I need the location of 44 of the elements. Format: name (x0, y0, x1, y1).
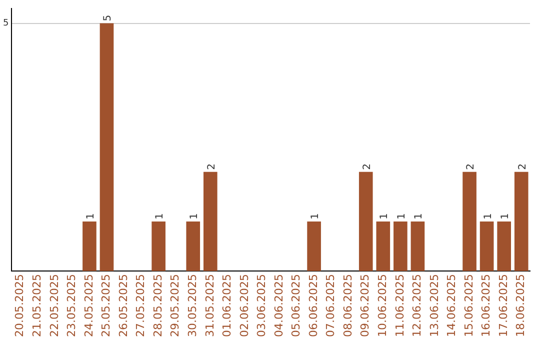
x-tick-label: 13.06.2025 (428, 274, 441, 338)
x-tick-label: 10.06.2025 (376, 274, 390, 338)
x-tick-label: 07.06.2025 (324, 274, 338, 338)
x-tick-label: 15.06.2025 (462, 274, 476, 338)
x-tick-label: 06.06.2025 (306, 274, 320, 338)
x-tick-label: 17.06.2025 (496, 274, 510, 338)
x-tick-label: 09.06.2025 (358, 274, 372, 338)
x-tick-label: 24.05.2025 (82, 274, 96, 338)
x-tick-label: 30.05.2025 (186, 274, 199, 338)
data-label: 2 (517, 164, 528, 170)
x-tick-label: 31.05.2025 (203, 274, 216, 338)
data-label: 1 (396, 213, 408, 220)
data-label: 2 (466, 164, 477, 170)
x-tick-label: 18.06.2025 (514, 274, 528, 338)
x-tick-label: 12.06.2025 (410, 274, 424, 338)
data-label: 1 (379, 213, 390, 220)
x-tick-label: 21.05.2025 (30, 274, 44, 338)
data-label: 1 (414, 213, 425, 220)
x-tick-label: 08.06.2025 (341, 274, 354, 338)
x-tick-label: 01.06.2025 (220, 274, 234, 338)
data-label: 1 (500, 213, 512, 220)
x-tick-label: 23.05.2025 (65, 274, 78, 338)
data-label: 1 (85, 213, 96, 220)
x-tick-label: 16.06.2025 (480, 274, 493, 338)
data-label: 2 (362, 164, 373, 170)
x-tick-label: 22.05.2025 (48, 274, 61, 338)
data-label: 2 (206, 164, 218, 170)
x-tick-label: 27.05.2025 (134, 274, 148, 338)
x-tick-label: 28.05.2025 (151, 274, 164, 338)
data-label: 1 (189, 213, 200, 220)
x-tick-label: 25.05.2025 (100, 274, 113, 338)
data-label: 1 (154, 213, 166, 220)
x-tick-label: 26.05.2025 (116, 274, 130, 338)
x-tick-label: 04.06.2025 (272, 274, 286, 338)
x-tick-label: 14.06.2025 (445, 274, 458, 338)
data-label: 1 (482, 213, 494, 220)
x-tick-label: 11.06.2025 (393, 274, 406, 338)
data-label: 5 (102, 14, 114, 22)
x-tick-label: 05.06.2025 (290, 274, 303, 338)
x-tick-label: 20.05.2025 (13, 274, 26, 338)
x-tick-label: 03.06.2025 (255, 274, 268, 338)
x-tick-label: 29.05.2025 (168, 274, 182, 338)
x-tick-label: 02.06.2025 (238, 274, 251, 338)
data-label: 1 (310, 213, 322, 220)
